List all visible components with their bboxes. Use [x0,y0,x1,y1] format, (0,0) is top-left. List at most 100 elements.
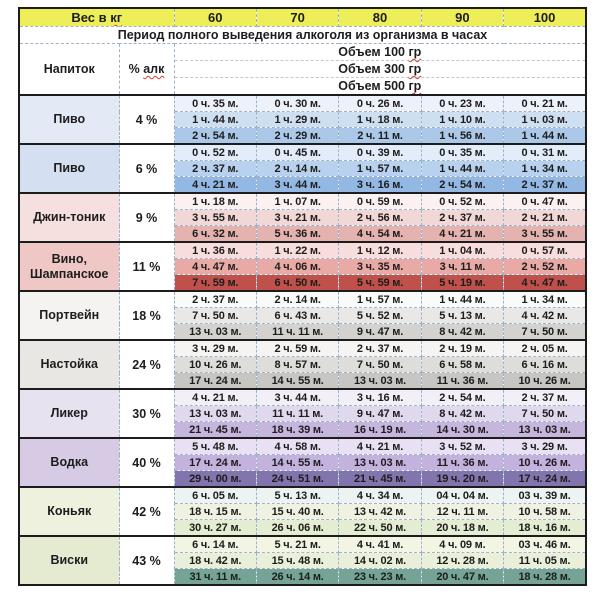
time-cell: 20 ч. 18 м. [420,519,505,537]
time-cell: 11 ч. 11 м. [255,405,340,422]
time-cell: 1 ч. 12 м. [338,241,422,259]
time-cell: 1 ч. 04 м. [420,241,505,259]
time-cell: 5 ч. 13 м. [255,486,340,504]
time-cell: 1 ч. 56 м. [420,127,505,145]
time-cell: 4 ч. 21 м. [173,176,257,194]
time-cell: 5 ч. 36 м. [255,225,340,243]
time-cell: 4 ч. 47 м. [173,258,257,275]
volume-header-cell: Объем 100 гр Объем 300 гр Объем 500 гр [173,43,587,96]
weight-header-cell: 70 [255,7,340,27]
time-cell: 18 ч. 28 м. [503,568,588,586]
alcohol-percent-cell: 40 % [118,437,175,488]
time-cell: 3 ч. 29 м. [173,339,257,357]
time-cell: 6 ч. 43 м. [255,307,340,324]
time-cell: 2 ч. 14 м. [255,160,340,177]
time-cell: 2 ч. 37 м. [173,160,257,177]
volume-line-unit: гр [408,62,422,76]
time-cell: 14 ч. 30 м. [420,421,505,439]
table-row: Водка 40 % 5 ч. 48 м. 4 ч. 58 м. 4 ч. 21 м. 3… [18,437,588,488]
time-cell: 3 ч. 29 м. [503,437,588,455]
alcohol-percent-cell: 9 % [118,192,175,243]
alcohol-percent-cell: 30 % [118,388,175,439]
column-header-row: Напиток % алк Объем 100 гр Объем 300 гр Об… [18,43,587,96]
time-cell: 2 ч. 54 м. [420,388,505,406]
drink-name-cell: Коньяк [18,486,120,537]
time-cell: 4 ч. 09 м. [420,535,505,553]
weight-label-unit: кг [110,10,123,25]
alcohol-percent-cell: 11 % [118,241,175,292]
time-cell: 4 ч. 41 м. [338,535,422,553]
time-cell: 2 ч. 37 м. [420,209,505,226]
time-cell: 6 ч. 50 м. [255,274,340,292]
table-row: 10 ч. 26 м. 8 ч. 57 м. 7 ч. 50 м. 6 ч. 58 м… [19,356,588,373]
table-row: Ликер 30 % 4 ч. 21 м. 3 ч. 44 м. 3 ч. 16 м. 2… [18,388,588,439]
alcohol-percent-cell: 4 % [118,94,175,145]
table-row: 7 ч. 50 м. 6 ч. 43 м. 5 ч. 52 м. 5 ч. 13 м.… [19,307,588,324]
percent-column-header: % алк [118,43,175,96]
time-cell: 26 ч. 06 м. [255,519,340,537]
time-cell: 0 ч. 23 м. [420,94,505,112]
table-row: Виски 43 % 6 ч. 14 м. 5 ч. 21 м. 4 ч. 41 м. 4… [18,535,588,586]
time-cell: 0 ч. 45 м. [255,143,340,161]
time-cell: 1 ч. 34 м. [503,160,588,177]
time-cell: 5 ч. 48 м. [173,437,257,455]
table-row: 29 ч. 00 м. 24 ч. 51 м. 21 ч. 45 м. 19 ч. 2… [19,470,588,488]
weight-header-cell: 80 [338,7,422,27]
alcohol-percent-cell: 43 % [118,535,175,586]
time-cell: 0 ч. 47 м. [503,192,588,210]
time-cell: 03 ч. 39 м. [503,486,588,504]
table-row: 4 ч. 21 м. 3 ч. 44 м. 3 ч. 16 м. 2 ч. 54 м.… [19,176,588,194]
drink-name-cell: Пиво [18,94,120,145]
time-cell: 2 ч. 54 м. [420,176,505,194]
time-cell: 6 ч. 58 м. [420,356,505,373]
drink-name-cell: Ликер [18,388,120,439]
table-row: Настойка 24 % 3 ч. 29 м. 2 ч. 59 м. 2 ч. 37 … [18,339,588,390]
time-cell: 0 ч. 35 м. [173,94,257,112]
time-cell: 2 ч. 37 м. [338,339,422,357]
table-row: 17 ч. 24 м. 14 ч. 55 м. 13 ч. 03 м. 11 ч. 3… [19,372,588,390]
time-cell: 18 ч. 15 м. [173,503,257,520]
weight-header-cell: 100 [503,7,587,27]
time-cell: 18 ч. 42 м. [173,552,257,569]
time-cell: 2 ч. 37 м. [173,290,257,308]
time-cell: 3 ч. 16 м. [338,388,422,406]
time-cell: 3 ч. 35 м. [338,258,422,275]
time-cell: 2 ч. 52 м. [503,258,588,275]
drink-name-cell: Водка [18,437,120,488]
table-row: Пиво 6 % 0 ч. 52 м. 0 ч. 45 м. 0 ч. 39 м. 0 ч… [18,143,588,194]
table-row: 13 ч. 03 м. 11 ч. 11 м. 9 ч. 47 м. 8 ч. 42 … [19,405,588,422]
time-cell: 1 ч. 44 м. [173,111,257,128]
table-row: Портвейн 18 % 2 ч. 37 м. 2 ч. 14 м. 1 ч. 57 … [18,290,588,341]
time-cell: 3 ч. 55 м. [173,209,257,226]
time-cell: 2 ч. 54 м. [173,127,257,145]
drink-column-header: Напиток [18,43,120,96]
time-cell: 1 ч. 44 м. [420,290,505,308]
drink-name-cell: Пиво [18,143,120,194]
time-cell: 1 ч. 18 м. [173,192,257,210]
time-cell: 18 ч. 39 м. [255,421,340,439]
time-cell: 13 ч. 42 м. [338,503,422,520]
time-cell: 5 ч. 13 м. [420,307,505,324]
drink-name-cell: Портвейн [18,290,120,341]
time-cell: 5 ч. 52 м. [338,307,422,324]
time-cell: 0 ч. 30 м. [255,94,340,112]
alcohol-percent-cell: 24 % [118,339,175,390]
drink-name-cell: Настойка [18,339,120,390]
time-cell: 6 ч. 14 м. [173,535,257,553]
time-cell: 2 ч. 29 м. [255,127,340,145]
time-cell: 30 ч. 27 м. [173,519,257,537]
time-cell: 1 ч. 44 м. [503,127,588,145]
table-row: 31 ч. 11 м. 26 ч. 14 м. 23 ч. 23 м. 20 ч. 4… [19,568,588,586]
time-cell: 2 ч. 11 м. [338,127,422,145]
time-cell: 1 ч. 36 м. [173,241,257,259]
time-cell: 8 ч. 57 м. [255,356,340,373]
time-cell: 14 ч. 55 м. [255,372,340,390]
table-row: 30 ч. 27 м. 26 ч. 06 м. 22 ч. 50 м. 20 ч. 1… [19,519,588,537]
time-cell: 24 ч. 51 м. [255,470,340,488]
time-cell: 3 ч. 52 м. [420,437,505,455]
drink-name-cell: Джин-тоник [18,192,120,243]
time-cell: 10 ч. 26 м. [503,372,588,390]
time-cell: 26 ч. 14 м. [255,568,340,586]
time-cell: 11 ч. 36 м. [420,372,505,390]
time-cell: 17 ч. 24 м. [173,372,257,390]
